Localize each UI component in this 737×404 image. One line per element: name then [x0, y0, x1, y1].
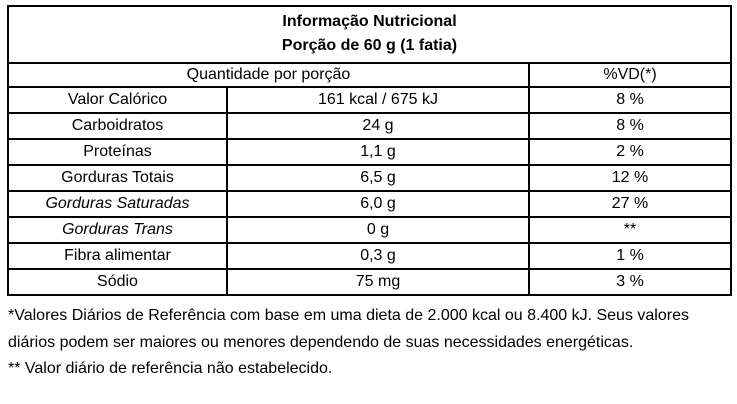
nutrient-name: Gorduras Totais — [7, 164, 228, 192]
nutrition-table: Informação Nutricional Porção de 60 g (1… — [6, 5, 733, 296]
nutrient-name: Valor Calórico — [7, 86, 228, 114]
nutrient-row: Gorduras Trans 0 g ** — [7, 216, 733, 244]
nutrient-dv: 8 % — [527, 86, 733, 114]
nutrient-row: Proteínas 1,1 g 2 % — [7, 138, 733, 166]
nutrient-amount: 75 mg — [226, 268, 530, 296]
nutrient-amount: 6,0 g — [226, 190, 530, 218]
nutrient-row: Gorduras Saturadas 6,0 g 27 % — [7, 190, 733, 218]
nutrient-row: Valor Calórico 161 kcal / 675 kJ 8 % — [7, 86, 733, 114]
nutrient-row: Carboidratos 24 g 8 % — [7, 112, 733, 140]
nutrient-amount: 0 g — [226, 216, 530, 244]
nutrient-name: Gorduras Saturadas — [7, 190, 228, 218]
nutrient-amount: 6,5 g — [226, 164, 530, 192]
footnote-not-established: ** Valor diário de referência não estabe… — [8, 360, 333, 377]
nutrient-name: Carboidratos — [7, 112, 228, 140]
quantity-column-header: Quantidade por porção — [7, 62, 530, 88]
nutrient-amount: 161 kcal / 675 kJ — [226, 86, 530, 114]
serving-size: Porção de 60 g (1 fatia) — [281, 37, 458, 54]
nutrient-dv: 27 % — [527, 190, 733, 218]
nutrient-row: Fibra alimentar 0,3 g 1 % — [7, 242, 733, 270]
nutrient-dv: 3 % — [527, 268, 733, 296]
nutrient-name: Sódio — [7, 268, 228, 296]
nutrition-facts-label: Informação Nutricional Porção de 60 g (1… — [6, 5, 733, 383]
nutrient-row: Gorduras Totais 6,5 g 12 % — [7, 164, 733, 192]
nutrient-row: Sódio 75 mg 3 % — [7, 268, 733, 296]
nutrient-dv: 2 % — [527, 138, 733, 166]
nutrient-name: Gorduras Trans — [7, 216, 228, 244]
nutrient-dv: 12 % — [527, 164, 733, 192]
nutrient-name: Proteínas — [7, 138, 228, 166]
label-title: Informação Nutricional — [282, 13, 457, 30]
nutrient-dv: 8 % — [527, 112, 733, 140]
nutrient-amount: 0,3 g — [226, 242, 530, 270]
nutrient-dv: ** — [527, 216, 733, 244]
column-header-row: Quantidade por porção %VD(*) — [7, 62, 733, 88]
dv-column-header: %VD(*) — [527, 62, 733, 88]
nutrient-dv: 1 % — [527, 242, 733, 270]
nutrient-name: Fibra alimentar — [7, 242, 228, 270]
footnote-daily-values: *Valores Diários de Referência com base … — [8, 307, 689, 351]
nutrient-amount: 1,1 g — [226, 138, 530, 166]
nutrient-amount: 24 g — [226, 112, 530, 140]
title-row: Informação Nutricional Porção de 60 g (1… — [6, 5, 733, 64]
title-cell: Informação Nutricional Porção de 60 g (1… — [6, 5, 733, 64]
